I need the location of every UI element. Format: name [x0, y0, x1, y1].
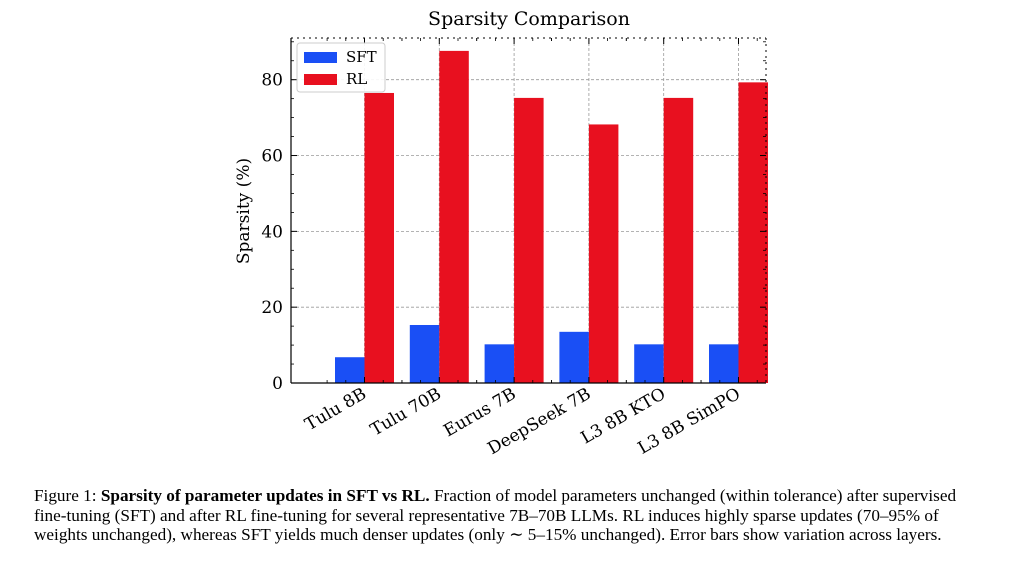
bars [335, 50, 768, 384]
bar-rl-tulu-70b [439, 50, 469, 384]
legend-swatch-rl [304, 74, 337, 85]
bar-sft-l3-8b-simpo [709, 344, 739, 383]
bar-sft-tulu-70b [409, 324, 440, 383]
bar-rl-l3-8b-kto [663, 97, 694, 384]
bar-sft-tulu-8b [335, 357, 365, 383]
bar-sft-deepseek-7b [559, 331, 589, 383]
chart-title: Sparsity Comparison [428, 8, 630, 30]
y-tick-label: 80 [261, 71, 283, 91]
y-tick-label: 20 [261, 298, 283, 318]
y-tick-label: 60 [261, 147, 283, 167]
legend-label-sft: SFT [346, 48, 377, 66]
axes [290, 37, 767, 384]
caption-label: Figure 1: [34, 486, 97, 505]
x-tick-label: Tulu 8B [302, 384, 370, 435]
bar-rl-eurus-7b [514, 97, 544, 384]
caption-body: Fraction of model parameters unchanged (… [34, 486, 957, 545]
y-tick-label: 0 [272, 374, 283, 394]
legend: SFT RL [296, 42, 386, 93]
bar-rl-tulu-8b [364, 92, 394, 383]
caption-title: Sparsity of parameter updates in SFT vs … [100, 486, 430, 505]
bar-rl-l3-8b-simpo [738, 82, 768, 383]
figure-caption: Figure 1: Sparsity of parameter updates … [34, 486, 984, 545]
legend-label-rl: RL [346, 70, 367, 88]
bar-sft-eurus-7b [484, 344, 515, 383]
legend-swatch-sft [304, 52, 337, 63]
y-tick-label: 40 [261, 222, 283, 242]
bar-sft-l3-8b-kto [634, 344, 664, 383]
bar-rl-deepseek-7b [588, 124, 619, 383]
bar-chart: Sparsity Comparison Sparsity (%) 0 20 40 60… [234, 8, 768, 459]
y-axis-label: Sparsity (%) [234, 158, 254, 264]
x-tick-label: Tulu 70B [367, 384, 445, 440]
